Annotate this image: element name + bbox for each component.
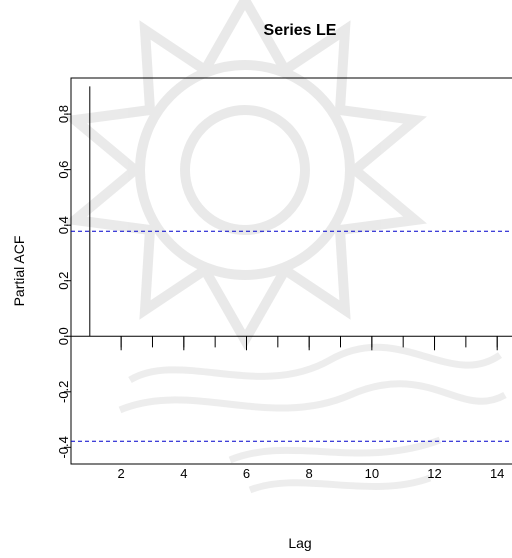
x-tick-label: 4 bbox=[180, 466, 187, 481]
x-tick-label: 10 bbox=[365, 466, 379, 481]
y-tick-label: 0.2 bbox=[56, 272, 71, 290]
y-axis-label: Partial ACF bbox=[11, 236, 27, 307]
x-tick-label: 6 bbox=[243, 466, 250, 481]
x-tick-label: 2 bbox=[118, 466, 125, 481]
y-axis: -0.4 -0.2 0.0 0.2 0.4 0.6 0.8 bbox=[56, 105, 72, 459]
y-tick-label: 0.0 bbox=[56, 327, 71, 345]
y-tick-label: 0.6 bbox=[56, 161, 71, 179]
plot-frame bbox=[70, 77, 512, 465]
x-tick-label: 14 bbox=[490, 466, 504, 481]
y-tick-label: -0.4 bbox=[56, 436, 71, 458]
pacf-bars bbox=[89, 86, 498, 348]
x-axis-label: Lag bbox=[288, 535, 311, 551]
chart-title: Series LE bbox=[264, 22, 337, 39]
x-tick-label: 8 bbox=[306, 466, 313, 481]
y-tick-label: -0.2 bbox=[56, 381, 71, 403]
y-tick-label: 0.8 bbox=[56, 105, 71, 123]
y-tick-label: 0.4 bbox=[56, 216, 71, 234]
x-axis: 2 4 6 8 10 12 14 bbox=[118, 336, 504, 481]
x-tick-label: 12 bbox=[427, 466, 441, 481]
